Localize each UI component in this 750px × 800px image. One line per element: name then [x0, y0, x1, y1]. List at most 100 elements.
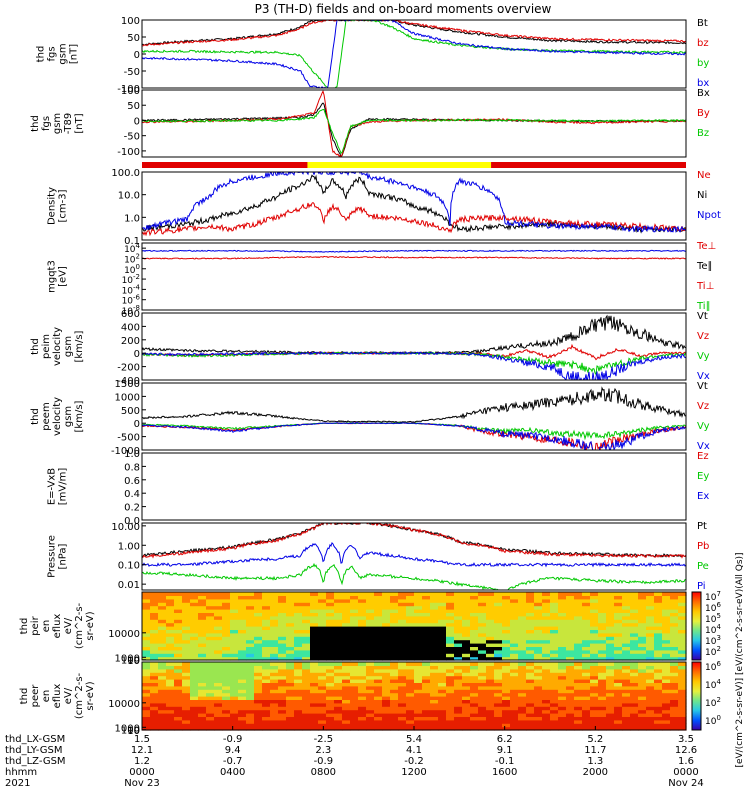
- time-axis-value: -0.1: [495, 756, 515, 767]
- ylabel-peer-en-eflux: (cm^2-s-: [74, 672, 85, 719]
- legend-fgs-gsm-deviation-Bz: Bz: [697, 128, 709, 139]
- ytick-label-density: 10.0: [118, 191, 140, 202]
- ytick-label-peem-velocity: 1500: [115, 379, 140, 390]
- ylabel-temperature: mgqt3: [47, 260, 58, 293]
- panel-frame-fgs-gsm-deviation: [141, 89, 687, 158]
- ytick-label-e-field: 0.6: [124, 476, 140, 487]
- ylabel-peer-en-eflux: peer: [30, 684, 41, 708]
- series-pressure-Pb: [142, 523, 686, 559]
- time-axis-value: 1.3: [587, 756, 603, 767]
- panel-frame-peim-velocity: [141, 312, 687, 381]
- time-axis-value: 2000: [583, 767, 608, 778]
- legend-fgs-gsm-deviation-Bx: Bx: [697, 88, 710, 99]
- ytick-label-peem-velocity: -500: [117, 433, 140, 444]
- ytick-label-peir-en-eflux: 1000: [115, 653, 140, 664]
- ytick-label-density: 0.1: [124, 236, 140, 247]
- time-axis-value: Nov 23: [124, 778, 159, 789]
- legend-e-field-Ey: Ey: [697, 471, 709, 482]
- ytick-label-peer-en-eflux: 10: [127, 726, 140, 737]
- legend-peem-velocity-Vy: Vy: [697, 421, 710, 432]
- panel-frame-peir-en-eflux: [141, 591, 687, 661]
- mode-segment-2: [491, 162, 686, 168]
- series-peim-velocity-Vt: [142, 314, 686, 355]
- ylabel-fgs-gsm-deviation: [nT]: [74, 113, 85, 133]
- time-axis-row-label: 2021: [5, 778, 30, 789]
- legend-e-field-Ez: Ez: [697, 451, 709, 462]
- ylabel-fgs-gsm-deviation: gsm: [52, 113, 63, 134]
- time-axis-row-label: hhmm: [5, 767, 37, 778]
- ylabel-peer-en-eflux: eV/: [63, 687, 74, 704]
- ytick-label-peem-velocity: 500: [121, 406, 140, 417]
- legend-fgs-gsm-by: by: [697, 58, 709, 69]
- ytick-label-e-field: 0.0: [124, 516, 140, 527]
- colorbar-upper: [691, 591, 702, 661]
- ylabel-pressure: [nPa]: [58, 543, 69, 569]
- time-axis-value: -0.9: [223, 734, 243, 745]
- series-fgs-gsm-bx: [142, 20, 686, 88]
- ylabel-peim-velocity: [km/s]: [74, 330, 85, 362]
- legend-peem-velocity-Vx: Vx: [697, 441, 710, 452]
- heatmap-peir-en-eflux: [142, 592, 687, 661]
- ylabel-fgs-gsm: thd: [36, 46, 47, 63]
- ytick-label-peer-en-eflux: 10000: [108, 699, 140, 710]
- legend-temperature-Ti∥: Ti∥: [696, 301, 711, 312]
- ylabel-peer-en-eflux: thd: [19, 688, 30, 705]
- colorbar-tick-lower: 102: [705, 696, 721, 709]
- series-fgs-gsm-deviation-Bx: [142, 102, 686, 157]
- time-axis-value: 0800: [311, 767, 336, 778]
- ylabel-peer-en-eflux: eflux: [52, 684, 63, 709]
- ylabel-peir-en-eflux: en: [41, 620, 52, 633]
- series-pressure-Pt: [142, 523, 686, 558]
- legend-peem-velocity-Vt: Vt: [697, 381, 708, 392]
- legend-peim-velocity-Vx: Vx: [697, 371, 710, 382]
- ylabel-peim-velocity: peim: [41, 334, 52, 359]
- time-axis-row-label: thd_LY-GSM: [5, 745, 62, 756]
- time-axis-value: 9.4: [225, 745, 241, 756]
- time-axis-value: -0.7: [223, 756, 243, 767]
- time-axis-value: 4.1: [406, 745, 422, 756]
- ytick-label-peir-en-eflux: 10: [127, 656, 140, 667]
- time-axis-value: Nov 24: [668, 778, 703, 789]
- ytick-label-e-field: 0.2: [124, 503, 140, 514]
- time-axis-value: 0000: [129, 767, 154, 778]
- time-axis-value: 5.2: [587, 734, 603, 745]
- ytick-label-density: 100.0: [111, 168, 140, 179]
- legend-fgs-gsm-Bt: Bt: [697, 18, 708, 29]
- legend-peim-velocity-Vz: Vz: [697, 331, 709, 342]
- series-peim-velocity-Vx: [142, 351, 686, 380]
- ytick-label-peem-velocity: 1000: [115, 392, 140, 403]
- panel-frame-e-field: [141, 452, 687, 521]
- ylabel-temperature: [eV]: [58, 266, 69, 287]
- time-axis-value: 9.1: [497, 745, 513, 756]
- series-temperature-Ti: [142, 249, 686, 253]
- legend-density-Ni: Ni: [697, 190, 707, 201]
- ylabel-pressure: Pressure: [47, 535, 58, 578]
- colorbar-tick-lower: 104: [705, 678, 721, 691]
- ytick-label-peim-velocity: 400: [121, 322, 140, 333]
- legend-temperature-Te∥: Te∥: [696, 261, 713, 272]
- legend-density-Ne: Ne: [697, 170, 711, 181]
- ytick-label-peim-velocity: -400: [117, 376, 140, 387]
- ylabel-peer-en-eflux: sr-eV): [85, 681, 96, 710]
- ytick-label-e-field: 1.0: [124, 449, 140, 460]
- series-pressure-Pi: [142, 541, 686, 568]
- ytick-label-peim-velocity: -200: [117, 363, 140, 374]
- panel-frame-density: [141, 171, 687, 241]
- time-axis-value: 0400: [220, 767, 245, 778]
- series-peem-velocity-Vt: [142, 386, 686, 423]
- ytick-label-pressure: 10.00: [111, 522, 140, 533]
- ytick-label-peir-en-eflux: 10000: [108, 629, 140, 640]
- ylabel-peir-en-eflux: sr-eV): [85, 611, 96, 640]
- legend-fgs-gsm-deviation-By: By: [697, 108, 710, 119]
- ytick-label-fgs-gsm-deviation: -50: [124, 132, 140, 143]
- ylabel-peem-velocity: thd: [30, 408, 41, 425]
- time-axis-value: 3.5: [678, 734, 694, 745]
- series-peem-velocity-Vx: [142, 422, 686, 450]
- time-axis-row-label: thd_LZ-GSM: [5, 756, 66, 767]
- legend-temperature-Ti⊥: Ti⊥: [696, 281, 714, 292]
- time-axis-value: 5.4: [406, 734, 422, 745]
- legend-e-field-Ex: Ex: [697, 491, 709, 502]
- ylabel-fgs-gsm-deviation: -T89: [63, 113, 74, 135]
- ylabel-fgs-gsm-deviation: fgs: [41, 116, 52, 131]
